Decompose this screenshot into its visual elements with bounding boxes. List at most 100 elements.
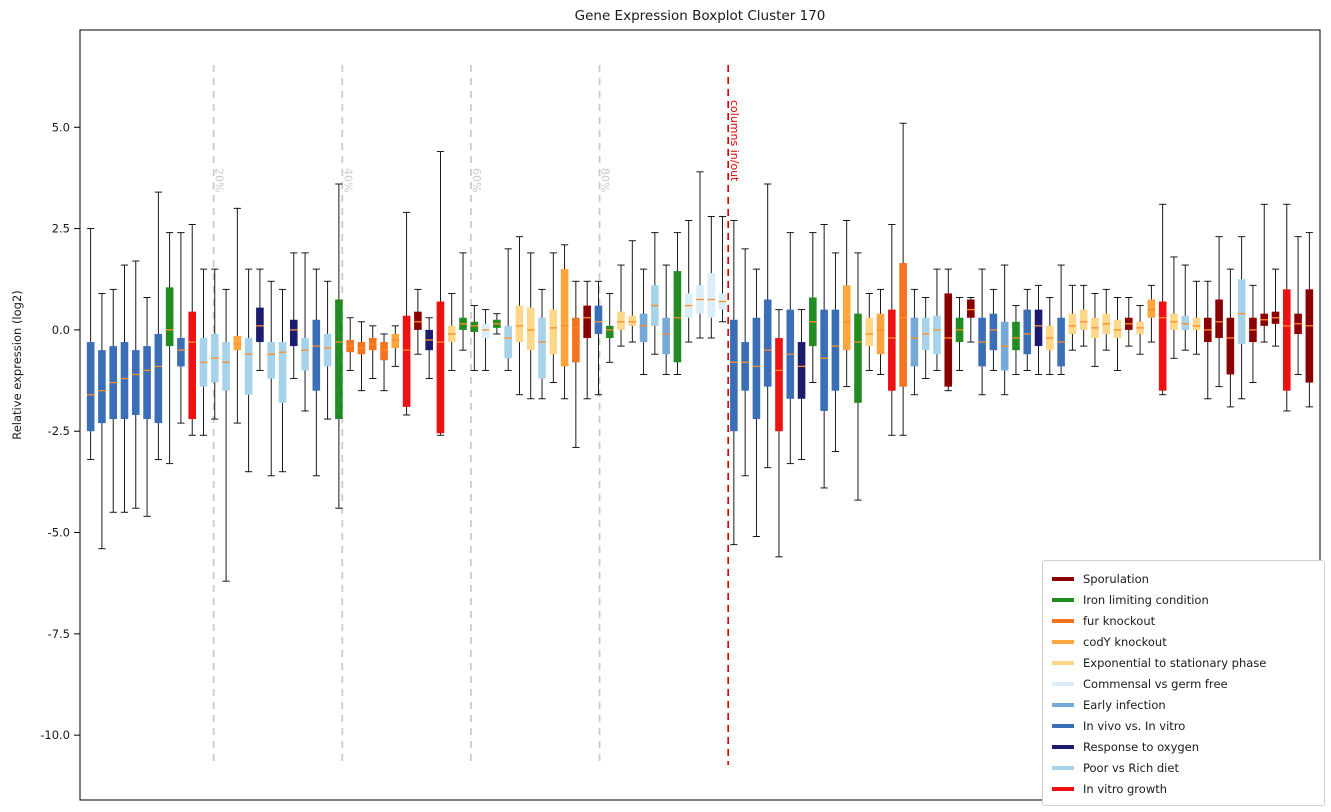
boxplot-box-12: [222, 288, 230, 582]
boxplot-box-64: [809, 232, 817, 384]
boxplot-box-8: [177, 232, 185, 424]
boxplot-box-90: [1102, 288, 1111, 351]
percent-line-label: 60%: [470, 168, 483, 192]
legend-swatch: [1052, 639, 1074, 644]
chart-title: Gene Expression Boxplot Cluster 170: [574, 8, 826, 24]
boxplot-box-28: [402, 211, 411, 416]
boxplot-box-46: [605, 292, 614, 363]
legend-label: In vivo vs. In vitro: [1083, 718, 1186, 733]
boxplot-box-6: [154, 191, 163, 461]
boxplot-box-23: [346, 317, 354, 371]
boxplot-box-102: [1237, 236, 1246, 400]
legend-item-0: Sporulation: [1052, 568, 1314, 589]
legend-label: Sporulation: [1083, 571, 1149, 586]
boxplot-box-79: [978, 268, 986, 396]
boxplot-box-50: [651, 232, 659, 355]
boxplot-box-93: [1136, 305, 1144, 355]
boxplot-box-36: [493, 313, 501, 335]
boxplot-box-104: [1260, 203, 1269, 343]
legend-item-5: Commensal vs germ free: [1052, 673, 1314, 694]
boxplot-box-54: [696, 171, 704, 339]
boxplot-box-35: [481, 309, 490, 371]
y-tick-label: -10.0: [40, 728, 70, 742]
y-tick-label: 0.0: [52, 323, 70, 337]
boxplot-box-43: [572, 280, 580, 448]
boxplot-box-87: [1068, 284, 1077, 351]
boxplot-box-15: [256, 268, 264, 371]
boxplot-box-52: [673, 232, 682, 375]
boxplot-box-44: [583, 280, 591, 400]
legend-label: Iron limiting condition: [1083, 592, 1209, 607]
legend-swatch: [1052, 618, 1074, 623]
boxplot-box-82: [1012, 305, 1020, 375]
boxplot-box-80: [989, 288, 998, 371]
boxplot-box-31: [436, 151, 445, 436]
boxplot-box-34: [470, 305, 479, 371]
boxplot-box-48: [628, 240, 637, 343]
boxplot-box-81: [1000, 264, 1009, 396]
y-tick-label: 2.5: [52, 222, 70, 236]
boxplot-box-27: [391, 325, 400, 367]
legend-swatch: [1052, 765, 1074, 770]
boxplot-box-63: [797, 309, 806, 461]
boxplot-box-72: [899, 122, 907, 436]
boxplot-box-75: [933, 268, 941, 371]
legend-item-7: In vivo vs. In vitro: [1052, 715, 1314, 736]
legend-item-1: Iron limiting condition: [1052, 589, 1314, 610]
boxplot-box-96: [1170, 256, 1178, 359]
boxplot-box-74: [921, 297, 930, 379]
legend-swatch: [1052, 576, 1074, 581]
boxplot-box-66: [831, 252, 840, 452]
boxplot-box-37: [504, 248, 512, 371]
boxplot-box-41: [549, 252, 558, 384]
boxplot-box-92: [1125, 297, 1133, 347]
boxplot-box-9: [188, 224, 197, 436]
boxplot-box-103: [1249, 284, 1257, 384]
boxplot-box-77: [955, 297, 964, 371]
boxplot-box-2: [109, 288, 118, 513]
axes-frame: [79, 29, 1321, 801]
boxplot-box-47: [617, 264, 625, 347]
boxplot-box-101: [1226, 268, 1235, 408]
boxplot-box-3: [120, 264, 129, 513]
boxplot-box-18: [289, 252, 298, 379]
boxplot-box-17: [278, 288, 287, 473]
boxplot-box-60: [763, 183, 772, 469]
boxplot-box-56: [718, 215, 727, 323]
boxplot-box-24: [357, 321, 366, 392]
boxplot-box-76: [944, 268, 953, 392]
boxplot-box-99: [1203, 280, 1212, 400]
legend-item-9: Poor vs Rich diet: [1052, 757, 1314, 778]
boxplot-box-91: [1113, 297, 1122, 371]
legend: Sporulation Iron limiting condition fur kn…: [1042, 560, 1325, 806]
legend-label: Response to oxygen: [1083, 739, 1200, 754]
boxplot-box-84: [1034, 284, 1043, 375]
boxplot-box-57: [730, 220, 738, 546]
percent-line-label: 80%: [599, 168, 612, 192]
boxplot-box-51: [662, 264, 670, 375]
legend-swatch: [1052, 597, 1074, 602]
boxplot-box-97: [1181, 264, 1190, 351]
legend-item-6: Early infection: [1052, 694, 1314, 715]
boxplot-box-105: [1271, 268, 1280, 347]
cutoff-line-label: columns in/out: [728, 100, 741, 182]
boxplot-box-39: [526, 252, 535, 400]
boxplot-box-94: [1147, 284, 1156, 343]
legend-label: codY knockout: [1083, 634, 1167, 649]
boxplot-box-29: [414, 288, 422, 355]
boxplot-box-20: [312, 268, 321, 477]
legend-label: In vitro growth: [1083, 781, 1168, 796]
boxplot-box-95: [1158, 203, 1167, 396]
boxplot-box-106: [1282, 203, 1291, 412]
legend-label: Poor vs Rich diet: [1083, 760, 1179, 775]
boxplot-box-33: [459, 252, 467, 351]
boxplot-box-67: [842, 220, 851, 388]
legend-swatch: [1052, 723, 1074, 728]
boxplot-box-83: [1023, 288, 1032, 371]
boxplot-box-13: [233, 207, 242, 424]
boxplot-box-7: [165, 232, 174, 465]
boxplot-box-42: [560, 244, 569, 400]
boxplot-box-88: [1079, 284, 1088, 347]
boxplot-box-26: [380, 333, 388, 392]
legend-swatch: [1052, 681, 1074, 686]
